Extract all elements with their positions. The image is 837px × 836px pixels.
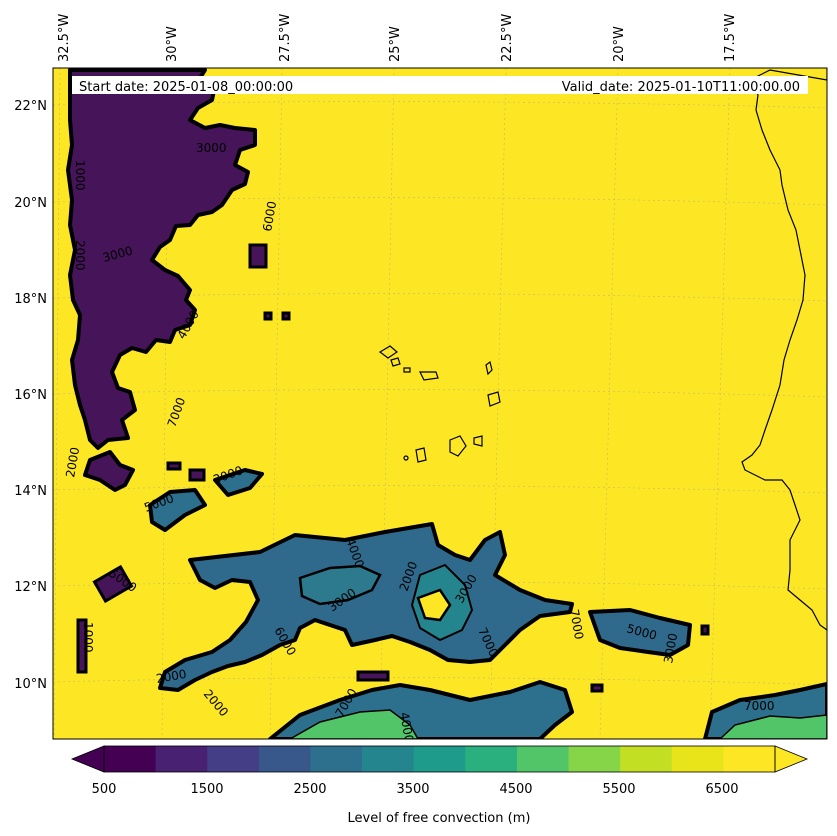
contour-label: 2000 [63,446,82,479]
coastline [741,68,827,631]
colorbar-segment [258,746,311,772]
date-header: Start date: 2025-01-08_00:00:00 Valid_da… [72,76,808,95]
colorbar-frame [103,745,776,773]
colorbar-segment [310,746,363,772]
colorbar-tick-label: 1500 [190,782,223,797]
colorbar-right-extension [774,745,809,773]
contour-label: 7000 [567,608,586,641]
contour-label: 3000 [661,632,680,665]
scattered-cells [76,243,710,693]
colorbar-tick-label: 2500 [293,782,326,797]
lat-label: 18°N [14,292,47,307]
lon-label: 22.5°W [500,14,515,62]
lat-label: 14°N [14,484,47,499]
lon-label: 20°W [612,26,627,62]
colorbar-left-extension [70,745,105,773]
colorbar-tick-label: 4500 [499,782,532,797]
colorbar-segment [104,746,157,772]
colorbar-segment [155,746,208,772]
contour-label: 4000 [397,711,416,744]
lon-label: 32.5°W [57,14,72,62]
colorbar-segment [723,746,776,772]
mid-lfc-region-south [148,468,692,692]
lat-label: 16°N [14,388,47,403]
southern-strip [268,680,827,739]
cape-verde-islands [378,345,501,463]
colorbar-segment [568,746,621,772]
valid-date-text: Valid_date: 2025-01-10T11:00:00.00 [562,80,800,95]
contour-label: 6000 [260,200,279,233]
colorbar-tick-label: 6500 [705,782,738,797]
colorbar-ticks: 500 1500 2500 3500 4500 5500 6500 [92,782,739,797]
lon-label: 30°W [165,26,180,62]
colorbar: 500 1500 2500 3500 4500 5500 6500 Level … [70,745,809,826]
colorbar-segment [207,746,260,772]
map-frame [52,67,828,740]
lon-label: 27.5°W [278,14,293,62]
colorbar-tick-label: 5500 [602,782,635,797]
colorbar-tick-label: 500 [92,782,117,797]
contour-label: 2000 [73,240,87,271]
colorbar-segment [671,746,724,772]
colorbar-segment [362,746,415,772]
contour-label: 7000 [744,699,775,713]
colorbar-segment [465,746,518,772]
contour-label: 1000 [73,160,87,191]
low-lfc-region-northwest [66,68,257,492]
lat-label: 10°N [14,677,47,692]
colorbar-segment [413,746,466,772]
map-panel: 3000 3000 6000 7000 4000 2000 5000 3000 … [53,68,827,744]
colorbar-tick-label: 3500 [396,782,429,797]
contour-label: 2000 [155,667,188,686]
lon-label: 17.5°W [723,14,738,62]
colorbar-segments [104,746,776,772]
contour-label: 1000 [81,622,95,653]
start-date-text: Start date: 2025-01-08_00:00:00 [79,80,293,95]
colorbar-segment [516,746,570,772]
lon-label: 25°W [388,26,403,62]
longitude-labels: 32.5°W 30°W 27.5°W 25°W 22.5°W 20°W 17.5… [57,14,738,62]
lat-label: 22°N [14,99,47,114]
lat-label: 20°N [14,196,47,211]
contour-label: 3000 [196,141,227,155]
lat-label: 12°N [14,580,47,595]
colorbar-segment [620,746,673,772]
colorbar-label: Level of free convection (m) [348,811,531,826]
latitude-labels: 22°N 20°N 18°N 16°N 14°N 12°N 10°N [14,99,47,692]
